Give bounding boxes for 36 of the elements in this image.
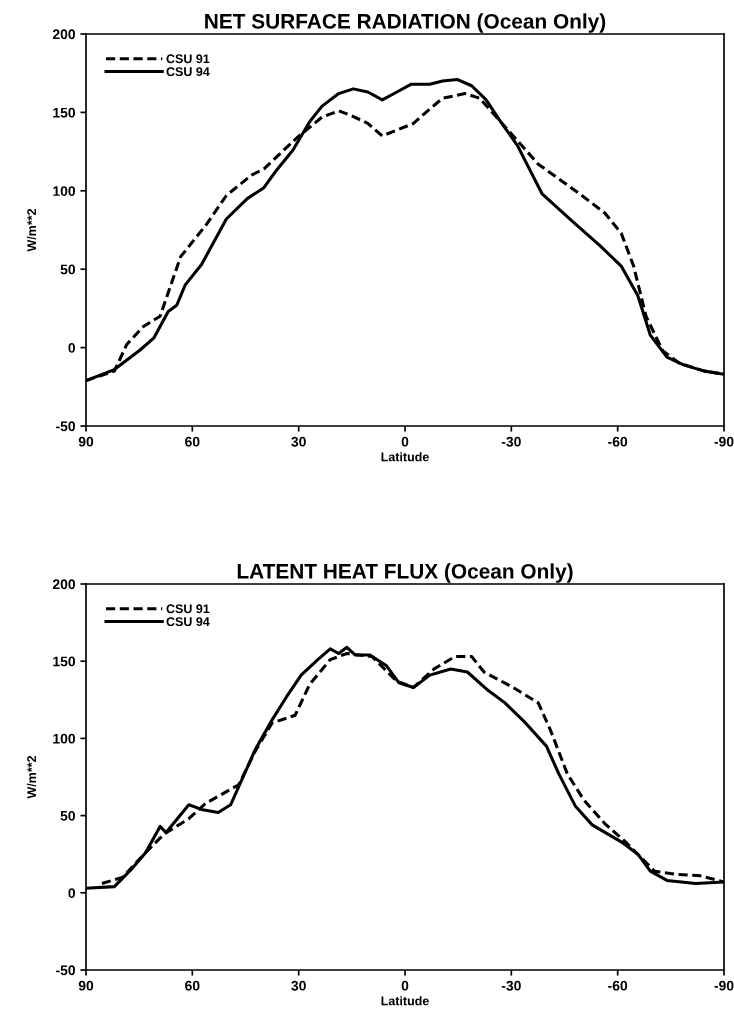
y-axis-title: W/m**2 bbox=[26, 755, 37, 799]
y-tick-label: 150 bbox=[53, 107, 76, 118]
legend-label: CSU 94 bbox=[166, 617, 210, 627]
y-tick-label: 50 bbox=[60, 810, 76, 821]
y-tick-label: 100 bbox=[53, 186, 76, 196]
y-tick-label: 100 bbox=[53, 733, 76, 744]
x-tick-label: 0 bbox=[401, 436, 409, 447]
x-tick-label: -90 bbox=[714, 980, 734, 991]
x-tick-label: 90 bbox=[78, 980, 94, 991]
x-tick-label: -60 bbox=[608, 436, 628, 447]
x-tick-label: 0 bbox=[401, 980, 409, 991]
y-axis-title: W/m**2 bbox=[26, 208, 37, 252]
legend-label: CSU 91 bbox=[166, 604, 210, 614]
y-tick-label: 0 bbox=[68, 888, 76, 898]
x-tick-label: 90 bbox=[78, 436, 94, 447]
y-tick-label: 200 bbox=[52, 29, 76, 40]
x-axis-title: Latitude bbox=[381, 452, 429, 462]
x-tick-label: -60 bbox=[608, 980, 628, 991]
y-tick-label: -50 bbox=[56, 965, 76, 976]
x-tick-label: 30 bbox=[291, 436, 306, 447]
y-tick-label: 150 bbox=[53, 656, 76, 667]
x-tick-label: -90 bbox=[714, 436, 734, 447]
legend-label: CSU 94 bbox=[166, 67, 210, 77]
x-tick-label: 60 bbox=[185, 436, 200, 447]
x-tick-label: 60 bbox=[185, 980, 200, 991]
x-axis-title: Latitude bbox=[381, 996, 429, 1006]
y-tick-label: -50 bbox=[56, 421, 76, 432]
chart-title: NET SURFACE RADIATION (Ocean Only) bbox=[205, 13, 606, 33]
x-tick-label: -30 bbox=[501, 436, 521, 447]
legend-label: CSU 91 bbox=[166, 54, 210, 64]
chart-title: LATENT HEAT FLUX (Ocean Only) bbox=[237, 563, 573, 583]
y-tick-label: 200 bbox=[52, 579, 76, 590]
x-tick-label: 30 bbox=[291, 980, 306, 991]
x-tick-label: -30 bbox=[501, 980, 521, 991]
y-tick-label: 0 bbox=[68, 342, 76, 353]
y-tick-label: 50 bbox=[60, 264, 76, 275]
